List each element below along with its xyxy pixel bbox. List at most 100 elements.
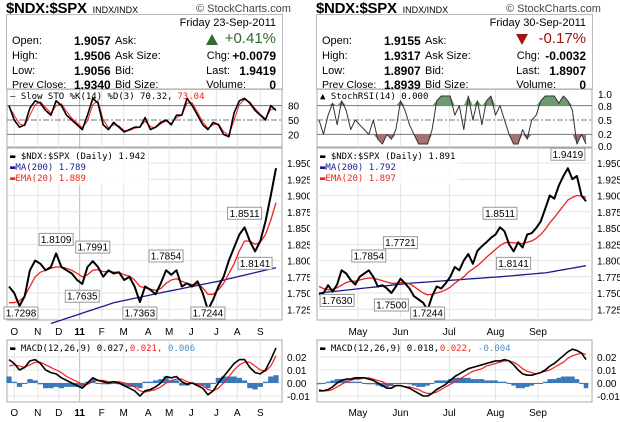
macd-histogram-bar (443, 380, 449, 383)
ma200-line (318, 265, 587, 294)
month-axis-label: Aug (487, 408, 505, 419)
macd-histogram-bar (488, 380, 494, 383)
volume-value: 0 (579, 78, 586, 92)
macd-histogram-bar (466, 377, 471, 383)
high-label: High: (322, 50, 348, 62)
macd-histogram-bar (352, 381, 358, 383)
bid-label: Bid: (115, 65, 134, 77)
macd-histogram-bar (384, 383, 390, 387)
macd-line (8, 347, 277, 397)
macd-histogram-bar (247, 383, 253, 389)
price-annotation-label: 1.8141 (498, 259, 529, 270)
price-axis-label: 1.925 (597, 175, 620, 186)
macd-histogram-bar (334, 379, 340, 383)
price-annotation-box (373, 298, 409, 312)
macd-histogram-bar (524, 383, 530, 387)
macd-histogram-bar (142, 381, 148, 383)
oscillator-axis-label: 0.2 (598, 130, 612, 141)
up-triangle-icon (206, 34, 218, 45)
price-axis-label: 1.750 (597, 289, 620, 300)
month-axis-label: O (10, 408, 18, 419)
stockcharts-logo[interactable]: © StockCharts.com (506, 3, 601, 15)
macd-histogram-bar (579, 383, 584, 384)
macd-histogram-bar (316, 383, 322, 385)
price-annotation-label: 1.7630 (322, 296, 353, 307)
chart-panel-left: 80 50 20 — Slow STO %K(14) %D(3) 70.32, 73.0… (3, 0, 310, 419)
month-axis-label: D (55, 408, 62, 419)
month-axis-label: F (99, 327, 105, 338)
macd-histogram-bar (137, 383, 143, 389)
open-value: 1.9155 (384, 34, 421, 48)
bid-size-label: Bid Size: (115, 79, 159, 91)
change-value: +0.0079 (232, 49, 276, 63)
macd-histogram-bar (152, 380, 159, 383)
high-value: 1.9317 (384, 49, 421, 63)
price-annotation-label: 1.7244 (193, 309, 224, 320)
price-axis-label: 1.725 (287, 305, 310, 316)
macd-histogram-bar (361, 383, 367, 384)
macd-histogram-bar (547, 379, 553, 383)
macd-histogram-bar (497, 381, 503, 383)
macd-histogram-bar (552, 379, 557, 383)
month-axis-label: J (214, 408, 219, 419)
last-label: Last: (206, 65, 230, 77)
macd-histogram-bar (210, 383, 216, 384)
macd-legend-signal: 0.022, (440, 344, 473, 354)
change-label: Chg: (516, 50, 540, 62)
month-axis-label: May (348, 327, 367, 338)
symbol-title: $NDX:$SPX (6, 0, 87, 17)
price-axis-label: 1.775 (287, 273, 310, 284)
month-axis-label: M (165, 408, 173, 419)
macd-legend-histogram: 0.006 (168, 344, 195, 354)
month-axis-label: N (34, 408, 41, 419)
month-axis-label: A (234, 408, 241, 419)
price-legend: ▬ $NDX:$SPX (Daily) 1.891 (320, 152, 455, 162)
macd-histogram-bar (538, 383, 544, 384)
stochrsi-line (318, 95, 587, 145)
macd-histogram-bar (43, 383, 49, 389)
macd-histogram-bar (529, 383, 534, 386)
macd-histogram-bar (416, 383, 421, 387)
macd-histogram-bar (226, 376, 232, 383)
open-label: Open: (12, 35, 42, 47)
macd-legend-histogram: -0.004 (478, 344, 511, 354)
macd-histogram-bar (132, 383, 138, 387)
stockcharts-logo[interactable]: © StockCharts.com (196, 3, 291, 15)
macd-legend: ▬ MACD(12,26,9) 0.018, (320, 344, 439, 354)
price-axis-label: 1.800 (597, 257, 620, 268)
macd-histogram-bar (22, 383, 28, 384)
oscillator-legend: — Slow STO %K(14) %D(3) 70.32, (10, 92, 173, 102)
price-axis-label: 1.900 (597, 192, 620, 203)
title-row: $NDX:$SPX INDX/INDX (316, 0, 448, 17)
price-annotation-label: 1.8141 (240, 259, 271, 270)
macd-histogram-bar (429, 383, 435, 384)
legend-background (318, 149, 458, 185)
macd-histogram-bar (111, 383, 117, 384)
month-axis-label: N (34, 327, 41, 338)
price-annotation-label: 1.7721 (385, 238, 416, 249)
ma200-line (50, 267, 277, 325)
month-axis-label: A (234, 327, 241, 338)
macd-histogram-bar (321, 383, 326, 384)
macd-histogram-bar (16, 383, 23, 387)
macd-line (319, 348, 587, 397)
price-axis-label: 1.950 (287, 159, 310, 170)
month-axis-label: F (99, 408, 105, 419)
price-annotation-label: 1.8109 (41, 235, 72, 246)
price-annotation-box (227, 206, 263, 220)
macd-axis-label: 0.00 (597, 379, 617, 390)
exchange-label: INDX/INDX (402, 5, 449, 15)
macd-histogram-bar (493, 380, 498, 383)
oscillator-axis-label: 50 (288, 116, 300, 127)
macd-histogram-bar (158, 379, 164, 383)
month-axis-label: S (257, 327, 264, 338)
last-value: 1.8907 (549, 64, 586, 78)
macd-histogram-bar (583, 383, 589, 389)
percent-change: -0.17% (538, 30, 586, 47)
month-axis-label: M (119, 327, 127, 338)
price-annotation-label: 1.7854 (353, 251, 384, 262)
open-value: 1.9057 (74, 34, 111, 48)
oscillator-axis-label: 0.0 (598, 142, 612, 153)
overbought-fill (319, 96, 586, 106)
price-annotation-box (550, 147, 586, 161)
